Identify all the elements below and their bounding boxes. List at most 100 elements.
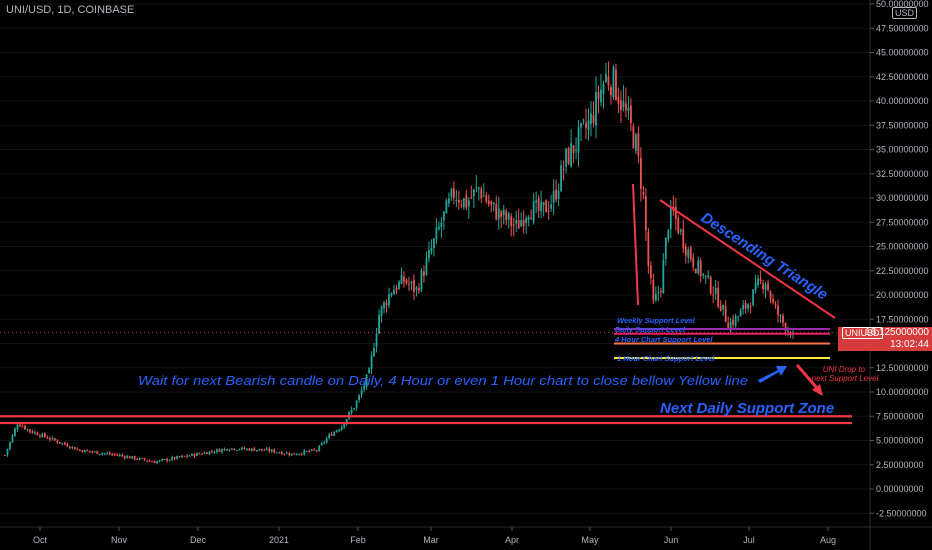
candle-body: [659, 291, 662, 293]
candle-body: [365, 374, 368, 387]
candle-body: [76, 449, 79, 451]
candle-body: [550, 204, 553, 209]
triangle-upper-trendline: [659, 199, 836, 319]
candle-body: [63, 442, 66, 445]
candle-body: [415, 287, 418, 290]
candle-body: [767, 283, 769, 290]
candle-body: [452, 188, 455, 198]
candle-body: [580, 122, 582, 128]
candle-body: [273, 449, 276, 453]
candle-body: [759, 278, 762, 282]
candle-body: [51, 437, 54, 440]
candle-body: [769, 291, 772, 300]
candle-body: [323, 442, 326, 444]
candle-body: [385, 303, 388, 306]
candle-body: [340, 426, 343, 431]
candle-body: [318, 445, 321, 452]
candle-body: [243, 447, 246, 450]
time-tick-label: 2021: [269, 535, 289, 545]
candle-body: [16, 424, 19, 430]
next-support-zone-label: Next Daily Support Zone: [660, 400, 834, 417]
candle-body: [250, 448, 253, 451]
candle-body: [749, 306, 752, 308]
candle-body: [303, 450, 306, 455]
candle-body: [113, 453, 116, 455]
candle-body: [216, 449, 218, 452]
time-tick-label: Mar: [423, 535, 439, 545]
candle-body: [188, 455, 191, 457]
candle-body: [440, 222, 443, 228]
candle-body: [280, 452, 283, 455]
candle-body: [111, 454, 114, 456]
candle-body: [231, 448, 233, 450]
candle-body: [11, 435, 14, 443]
candle-body: [699, 260, 702, 277]
candle-body: [101, 453, 104, 455]
candle-body: [560, 165, 562, 192]
time-tick-label: Oct: [33, 535, 48, 545]
time-tick-label: Feb: [350, 535, 366, 545]
candle-body: [390, 293, 393, 296]
price-tag-value: 16.125000000: [865, 327, 929, 338]
candle-body: [395, 287, 398, 291]
candle-body: [467, 200, 470, 207]
candle-body: [201, 453, 203, 455]
candle-body: [335, 430, 338, 433]
candle-body: [739, 309, 742, 317]
red-drop-arrow-icon: [795, 364, 823, 396]
candle-body: [293, 453, 296, 455]
candle-body: [260, 449, 263, 451]
candle-body: [779, 315, 782, 317]
candle-body: [587, 120, 590, 130]
candle-body: [245, 448, 248, 450]
candle-body: [131, 456, 134, 459]
candle-body: [203, 452, 206, 454]
candle-body: [121, 455, 124, 457]
time-axis[interactable]: Oct Nov Dec 2021 Feb Mar Apr May Jun Jul Aug: [0, 526, 932, 545]
candle-body: [562, 168, 565, 170]
candle-body: [423, 271, 425, 276]
candle-body: [255, 450, 258, 452]
candle-body: [525, 218, 528, 224]
candle-body: [724, 305, 727, 322]
candle-body: [360, 390, 363, 395]
candle-body: [68, 446, 71, 448]
price-tag-symbol: UNIUSD: [842, 327, 883, 339]
candle-body: [470, 197, 473, 199]
candle-body: [677, 217, 680, 234]
currency-badge[interactable]: USD: [892, 7, 918, 19]
candle-body: [308, 450, 311, 452]
candle-body: [253, 448, 256, 451]
candle-body: [398, 281, 400, 289]
price-tick-label: 2.50000000: [876, 460, 924, 470]
candle-body: [26, 429, 29, 431]
price-tick-label: 10.00000000: [876, 387, 929, 397]
time-tick-label: Jun: [664, 535, 679, 545]
candle-body: [86, 450, 89, 452]
candle-body: [138, 458, 141, 460]
candle-body: [313, 449, 316, 451]
symbol-title: UNI/USD, 1D, COINBASE: [6, 4, 135, 16]
candle-body: [639, 157, 642, 189]
candle-body: [667, 230, 670, 240]
candle-body: [61, 443, 64, 445]
candle-body: [492, 202, 495, 204]
price-tick-label: 40.00000000: [876, 96, 929, 106]
instruction-label: Wait for next Bearish candle on Daily, 4…: [138, 373, 748, 388]
candle-body: [722, 304, 725, 310]
candle-body: [275, 452, 278, 454]
candle-body: [136, 458, 139, 460]
candle-body: [176, 456, 178, 459]
candle-body: [103, 453, 106, 455]
candle-body: [410, 281, 413, 284]
candle-body: [445, 200, 448, 214]
price-axis[interactable]: 50.00000000 47.50000000 45.00000000 42.5000…: [869, 0, 929, 550]
price-tick-label: 50.00000000: [876, 0, 929, 9]
candle-body: [787, 330, 789, 332]
candle-body: [487, 200, 490, 205]
candle-body: [39, 435, 41, 437]
candle-body: [98, 453, 101, 455]
candle-body: [178, 456, 181, 458]
time-tick-label: May: [581, 535, 599, 545]
